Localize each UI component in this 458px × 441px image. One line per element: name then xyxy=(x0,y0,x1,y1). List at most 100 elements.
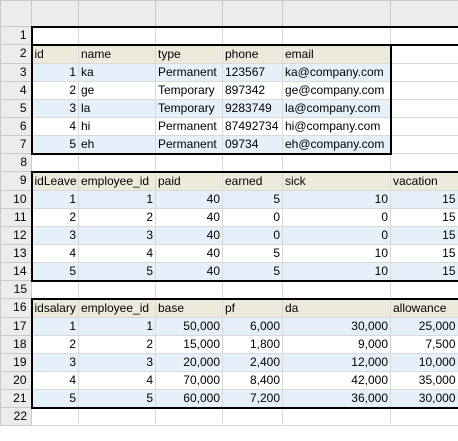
cell[interactable]: 7,500 xyxy=(390,334,458,354)
cell[interactable]: 4 xyxy=(30,116,79,136)
cell[interactable]: la@company.com xyxy=(282,98,392,118)
cell[interactable]: 1 xyxy=(30,316,79,336)
header-cell-vacation[interactable]: vacation xyxy=(390,170,458,191)
row-number[interactable]: 13 xyxy=(0,243,32,263)
cell[interactable]: 123567 xyxy=(222,62,283,82)
cell[interactable]: 0 xyxy=(222,225,283,245)
cell[interactable] xyxy=(390,134,458,154)
row-number[interactable]: 19 xyxy=(0,352,32,372)
cell[interactable]: 2 xyxy=(30,80,79,100)
cell[interactable] xyxy=(282,153,391,172)
row-number[interactable]: 12 xyxy=(0,225,32,245)
cell[interactable]: 5 xyxy=(222,243,283,263)
cell[interactable]: 87492734 xyxy=(222,116,283,136)
select-all-corner[interactable] xyxy=(0,0,32,27)
cell[interactable]: 6,000 xyxy=(222,316,283,336)
cell[interactable]: 15 xyxy=(390,261,458,282)
header-cell-email[interactable]: email xyxy=(282,43,392,64)
header-cell-name[interactable]: name xyxy=(78,43,156,64)
row-number[interactable]: 11 xyxy=(0,207,32,227)
cell[interactable] xyxy=(31,153,79,172)
column-header[interactable] xyxy=(31,0,79,27)
header-cell-id[interactable]: id xyxy=(30,43,79,64)
row-number[interactable]: 10 xyxy=(0,189,32,209)
cell[interactable]: Permanent xyxy=(155,134,223,155)
cell[interactable]: 12,000 xyxy=(282,352,391,372)
cell[interactable]: 897342 xyxy=(222,80,283,100)
cell[interactable] xyxy=(78,153,156,172)
cell[interactable]: 8,400 xyxy=(222,370,283,390)
row-number[interactable]: 22 xyxy=(0,407,32,426)
header-cell-paid[interactable]: paid xyxy=(155,170,223,191)
cell[interactable]: 3 xyxy=(30,352,79,372)
cell[interactable]: ka@company.com xyxy=(282,62,392,82)
cell[interactable]: ge@company.com xyxy=(282,80,392,100)
cell[interactable] xyxy=(390,407,458,426)
cell[interactable]: 0 xyxy=(282,225,391,245)
header-cell-da[interactable]: da xyxy=(282,297,391,318)
cell[interactable]: 10 xyxy=(282,261,391,282)
cell[interactable] xyxy=(282,280,391,299)
cell[interactable] xyxy=(390,44,458,64)
cell[interactable]: 2 xyxy=(30,207,79,227)
cell[interactable]: 25,000 xyxy=(390,316,458,336)
cell[interactable]: 30,000 xyxy=(282,316,391,336)
cell[interactable]: 40 xyxy=(155,243,223,263)
cell[interactable]: 2 xyxy=(78,207,156,227)
cell[interactable] xyxy=(78,25,156,46)
row-number[interactable]: 8 xyxy=(0,153,32,172)
cell[interactable]: 15 xyxy=(390,225,458,245)
row-number[interactable]: 2 xyxy=(0,44,32,64)
row-number[interactable]: 18 xyxy=(0,334,32,354)
cell[interactable]: 5 xyxy=(30,261,79,282)
column-header[interactable] xyxy=(222,0,283,27)
cell[interactable] xyxy=(390,80,458,100)
cell[interactable]: 5 xyxy=(222,189,283,209)
cell[interactable]: 42,000 xyxy=(282,370,391,390)
header-cell-idleave[interactable]: idLeave xyxy=(30,170,79,191)
cell[interactable] xyxy=(222,25,283,46)
row-number[interactable]: 16 xyxy=(0,298,32,318)
cell[interactable] xyxy=(282,407,391,426)
cell[interactable]: 1,800 xyxy=(222,334,283,354)
cell[interactable]: hi xyxy=(78,116,156,136)
cell[interactable]: 4 xyxy=(78,243,156,263)
cell[interactable] xyxy=(222,407,283,426)
cell[interactable]: 3 xyxy=(30,98,79,118)
cell[interactable] xyxy=(222,153,283,172)
row-number[interactable]: 7 xyxy=(0,134,32,154)
cell[interactable]: 1 xyxy=(30,189,79,209)
cell[interactable]: 7,200 xyxy=(222,388,283,409)
cell[interactable]: 50,000 xyxy=(155,316,223,336)
cell[interactable]: 15,000 xyxy=(155,334,223,354)
cell[interactable]: 3 xyxy=(78,352,156,372)
cell[interactable]: 10,000 xyxy=(390,352,458,372)
header-cell-employee-id[interactable]: employee_id xyxy=(78,297,156,318)
cell[interactable]: ge xyxy=(78,80,156,100)
cell[interactable]: 9283749 xyxy=(222,98,283,118)
cell[interactable] xyxy=(390,153,458,172)
row-number[interactable]: 5 xyxy=(0,98,32,118)
cell[interactable]: 70,000 xyxy=(155,370,223,390)
header-cell-phone[interactable]: phone xyxy=(222,43,283,64)
cell[interactable]: 4 xyxy=(30,243,79,263)
cell[interactable]: 36,000 xyxy=(282,388,391,409)
cell[interactable] xyxy=(390,62,458,82)
cell[interactable]: Permanent xyxy=(155,116,223,136)
cell[interactable] xyxy=(390,280,458,299)
row-number[interactable]: 3 xyxy=(0,62,32,82)
cell[interactable]: 40 xyxy=(155,225,223,245)
cell[interactable]: 4 xyxy=(30,370,79,390)
cell[interactable]: 2 xyxy=(30,334,79,354)
cell[interactable]: 2,400 xyxy=(222,352,283,372)
cell[interactable]: eh xyxy=(78,134,156,155)
cell[interactable] xyxy=(31,280,79,299)
cell[interactable]: 40 xyxy=(155,261,223,282)
header-cell-sick[interactable]: sick xyxy=(282,170,391,191)
cell[interactable]: 4 xyxy=(78,370,156,390)
cell[interactable]: 15 xyxy=(390,207,458,227)
cell[interactable]: 5 xyxy=(30,388,79,409)
cell[interactable] xyxy=(282,25,391,46)
cell[interactable] xyxy=(390,98,458,118)
cell[interactable] xyxy=(30,25,79,46)
